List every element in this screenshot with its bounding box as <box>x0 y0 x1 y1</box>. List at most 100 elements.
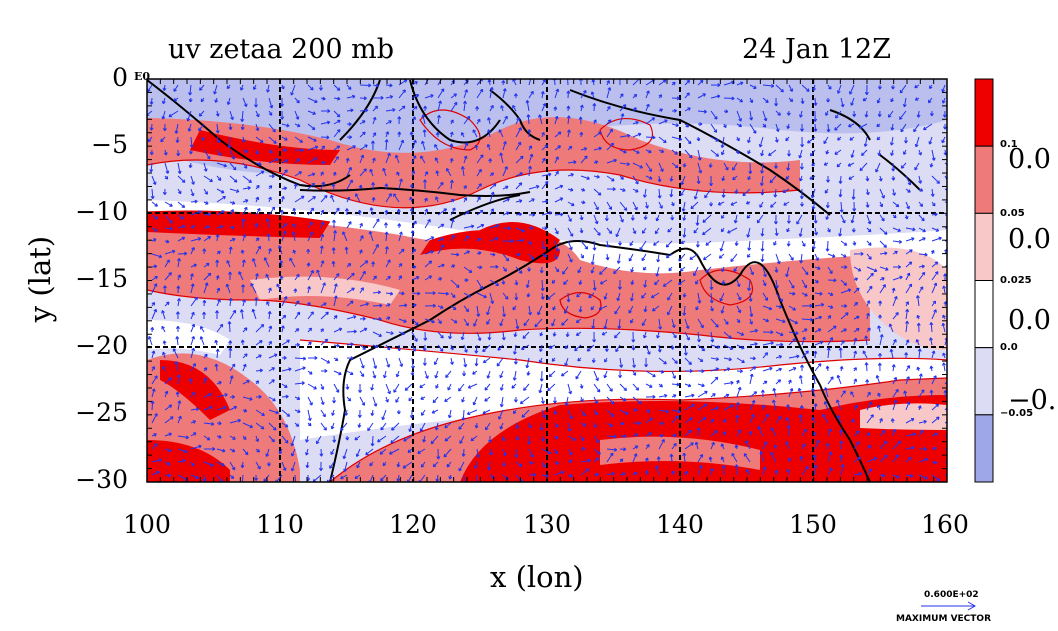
wind-vector <box>836 162 842 168</box>
wind-vector <box>372 243 379 255</box>
wind-vector <box>814 302 825 307</box>
wind-vector <box>812 375 817 385</box>
wind-vector <box>333 283 338 294</box>
wind-vector <box>372 303 383 308</box>
wind-vector <box>814 279 819 284</box>
wind-vector <box>513 331 518 338</box>
wind-vector <box>411 116 416 125</box>
wind-vector <box>397 344 402 352</box>
wind-vector <box>489 279 500 287</box>
wind-vector <box>849 84 855 95</box>
wind-vector <box>782 188 790 193</box>
wind-vector <box>892 376 898 385</box>
wind-vector <box>242 162 248 169</box>
wind-vector <box>666 305 673 316</box>
wind-vector <box>497 344 504 351</box>
wind-vector <box>486 143 491 151</box>
wind-vector <box>281 394 289 399</box>
wind-vector <box>411 94 420 99</box>
wind-vector <box>489 264 499 269</box>
wind-vector <box>580 422 587 427</box>
wind-vector <box>398 231 403 242</box>
wind-vector <box>450 344 454 351</box>
wind-vector <box>554 266 560 273</box>
wind-vector <box>905 376 910 385</box>
wind-vector <box>502 211 510 216</box>
wind-vector <box>307 145 319 151</box>
wind-vector <box>918 271 926 281</box>
wind-vector <box>190 199 198 204</box>
wind-vector <box>512 370 517 381</box>
wind-vector <box>931 403 940 411</box>
wind-vector <box>501 331 506 341</box>
wind-vector <box>162 285 167 294</box>
wind-vector <box>460 331 465 341</box>
wind-vector <box>411 331 418 342</box>
wind-vector <box>697 357 704 363</box>
wind-vector <box>619 79 621 86</box>
wind-vector <box>697 390 708 398</box>
wind-vector <box>333 357 339 361</box>
wind-vector <box>346 145 356 151</box>
wind-vector <box>359 154 365 164</box>
y-tick-label: −10 <box>75 197 128 226</box>
wind-vector <box>592 279 597 291</box>
wind-vector <box>473 461 478 469</box>
wind-vector <box>346 356 354 361</box>
wind-vector <box>499 152 504 164</box>
wind-vector <box>320 260 325 268</box>
wind-vector <box>554 422 559 428</box>
wind-vector <box>645 444 650 450</box>
wind-vector <box>827 451 833 463</box>
wind-vector <box>463 210 470 216</box>
wind-vector <box>735 414 740 424</box>
wind-vector <box>807 136 816 144</box>
wind-vector <box>540 292 545 300</box>
wind-vector <box>293 288 298 294</box>
wind-vector <box>149 97 154 105</box>
wind-vector <box>736 429 741 437</box>
wind-vector <box>787 149 791 157</box>
wind-vector <box>840 214 846 224</box>
wind-vector <box>385 316 391 321</box>
wind-vector <box>398 331 405 336</box>
wind-vector <box>227 321 232 333</box>
wind-vector <box>190 237 202 242</box>
wind-vector <box>824 188 829 194</box>
wind-vector <box>797 387 803 398</box>
wind-vector <box>463 305 470 313</box>
wind-vector <box>839 429 844 437</box>
wind-vector <box>697 454 704 463</box>
wind-vector <box>644 470 649 476</box>
wind-vector <box>903 149 907 155</box>
wind-vector <box>671 443 677 450</box>
wind-vector <box>255 409 265 416</box>
wind-vector <box>164 301 170 307</box>
wind-vector <box>773 188 778 198</box>
wind-vector <box>525 99 530 112</box>
wind-vector <box>606 80 610 86</box>
wind-vector <box>307 221 313 229</box>
wind-vector <box>385 95 394 99</box>
wind-vector <box>684 383 692 388</box>
wind-vector <box>574 344 582 352</box>
wind-vector <box>528 448 534 458</box>
wind-vector <box>710 110 718 120</box>
wind-vector <box>279 260 284 268</box>
wind-vector <box>580 253 584 259</box>
coastline-timor <box>449 194 521 221</box>
wind-vector <box>450 218 455 229</box>
wind-vector <box>501 80 506 86</box>
wind-vector <box>878 175 883 182</box>
wind-vector <box>811 201 816 210</box>
wind-vector <box>785 175 790 180</box>
wind-vector <box>762 466 767 476</box>
wind-vector <box>567 459 573 464</box>
wind-vector <box>618 370 623 379</box>
wind-vector <box>541 253 548 258</box>
wind-vector <box>281 169 288 177</box>
wind-vector <box>463 224 475 229</box>
wind-vector <box>632 396 642 405</box>
wind-vector <box>281 230 287 242</box>
wind-vector <box>320 135 330 140</box>
